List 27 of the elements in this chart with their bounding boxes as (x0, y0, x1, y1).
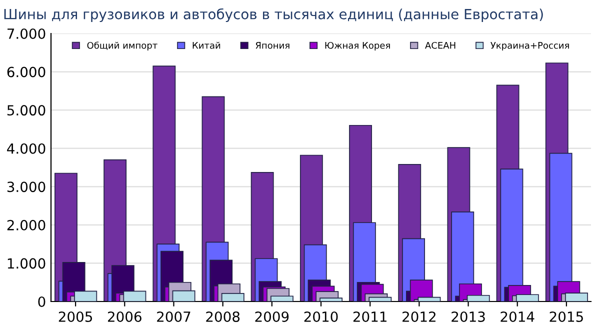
y-tick-label: 5.000 (7, 105, 46, 116)
x-tick-label: 2010 (304, 311, 338, 322)
legend-label: Общий импорт (87, 42, 158, 51)
y-tick-label: 1.000 (8, 258, 46, 269)
x-tick-label: 2005 (58, 311, 92, 322)
y-tick-label: 2.000 (7, 220, 46, 230)
y-tick-label: 4.000 (7, 143, 46, 154)
x-tick-label: 2011 (353, 311, 386, 322)
y-tick-label: 0 (38, 296, 46, 307)
x-tick-label: 2007 (157, 311, 190, 322)
x-tick-label: 2012 (402, 311, 436, 322)
y-tick-label: 6.000 (7, 66, 46, 78)
legend-label: АСЕАН (425, 42, 456, 49)
legend-label: Южная Корея (325, 42, 390, 51)
legend-label: Китай (192, 42, 220, 49)
x-tick-label: 2013 (452, 311, 485, 322)
chart-title: Шины для грузовиков и автобусов в тысячах единиц (данные Евростата) (4, 8, 543, 22)
y-tick-label: 7.000 (8, 28, 46, 39)
legend-label: Украина+Россия (490, 42, 569, 51)
x-tick-label: 2009 (255, 311, 289, 322)
y-tick-label: 3.000 (7, 182, 46, 192)
x-tick-label: 2015 (550, 311, 583, 322)
legend-label: Япония (256, 42, 290, 49)
x-tick-label: 2006 (108, 311, 142, 322)
bar (368, 296, 392, 302)
x-tick-label: 2008 (206, 311, 240, 322)
x-tick-label: 2014 (500, 311, 534, 322)
